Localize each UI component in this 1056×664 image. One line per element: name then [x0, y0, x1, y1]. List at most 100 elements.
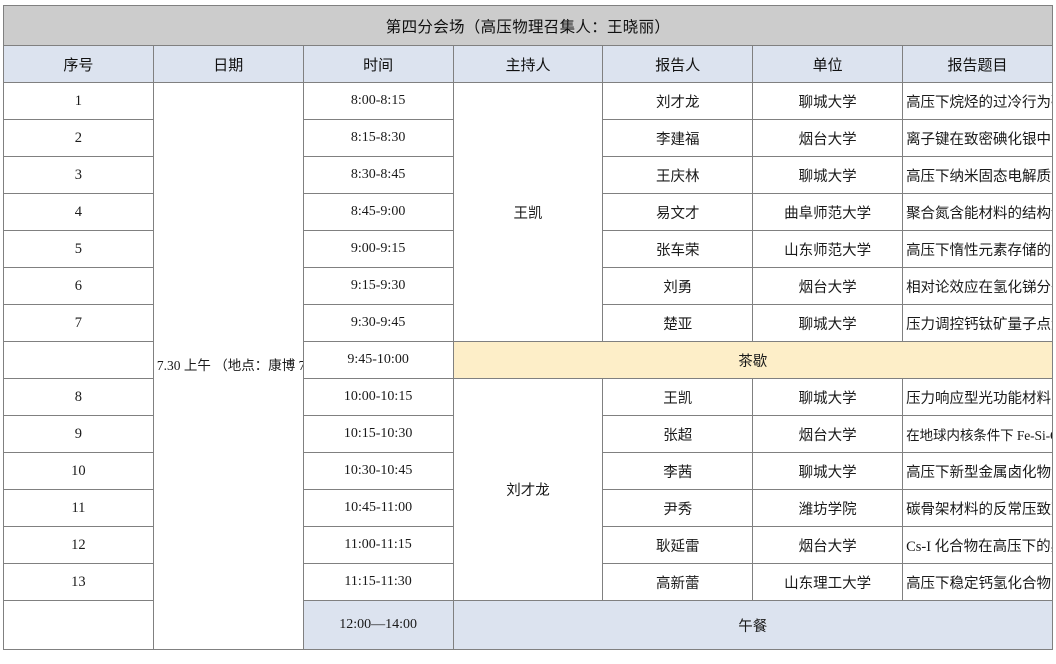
- cell-topic: 高压下新型金属卤化物的构效调控（邀请）: [902, 452, 1053, 490]
- cell-unit: 烟台大学: [752, 526, 904, 564]
- tea-break-row: 9:45-10:00 茶歇: [3, 341, 1054, 379]
- column-header-unit: 单位: [752, 45, 904, 83]
- session-schedule-table: 第四分会场（高压物理召集人：王晓丽） 序号 日期 时间 主持人 报告人 单位 报…: [3, 5, 1054, 650]
- cell-time: 10:00-10:15: [302, 378, 454, 416]
- column-header-index: 序号: [3, 45, 154, 83]
- cell-time: 10:30-10:45: [302, 452, 454, 490]
- cell-index-empty: [3, 600, 154, 650]
- cell-speaker: 张车荣: [602, 230, 754, 268]
- cell-index: 10: [3, 452, 154, 490]
- session-title: 第四分会场（高压物理召集人：王晓丽）: [3, 5, 1053, 46]
- column-header-date: 日期: [152, 45, 304, 83]
- table-row: 6 9:15-9:30 刘勇 烟台大学 相对论效应在氢化锑分子中的研究: [3, 267, 1053, 305]
- cell-index: 4: [3, 193, 154, 231]
- cell-index: 2: [3, 119, 154, 157]
- cell-topic: 高压下惰性元素存储的第一性原理研究（邀请）: [902, 230, 1053, 268]
- cell-time: 10:45-11:00: [302, 489, 454, 527]
- cell-date: 7.30 上午 （地点：康博 7）: [152, 82, 304, 650]
- cell-index: 13: [3, 563, 154, 601]
- cell-index: 7: [3, 304, 154, 342]
- cell-index: 6: [3, 267, 154, 305]
- cell-index-empty: [3, 341, 154, 379]
- cell-time: 11:15-11:30: [302, 563, 454, 601]
- table-row: 4 8:45-9:00 易文才 曲阜师范大学 聚合氮含能材料的结构设计与性能研究…: [3, 193, 1053, 231]
- table-row: 13 11:15-11:30 高新蕾 山东理工大学 高压下稳定钙氢化合物的第一性…: [3, 563, 1053, 601]
- cell-tea-time: 9:45-10:00: [302, 341, 454, 379]
- cell-unit: 聊城大学: [752, 452, 904, 490]
- table-row: 2 8:15-8:30 李建福 烟台大学 离子键在致密碘化银中的演化（邀请）: [3, 119, 1053, 157]
- cell-unit: 潍坊学院: [752, 489, 904, 527]
- cell-index: 12: [3, 526, 154, 564]
- cell-topic: 在地球内核条件下 Fe-Si-O 体系基于机器学习势函数的分子动力学模拟（邀请）: [902, 415, 1053, 453]
- cell-index: 9: [3, 415, 154, 453]
- cell-topic: 高压下纳米固态电解质 BaZrO3 中的负电容效应（邀请）: [902, 156, 1053, 194]
- cell-unit: 曲阜师范大学: [752, 193, 904, 231]
- table-row: 7 9:30-9:45 楚亚 聊城大学 压力调控钙钛矿量子点激发态动力学研究: [3, 304, 1053, 342]
- table-row: 8 10:00-10:15 刘才龙 王凯 聊城大学 压力响应型光功能材料的探索与…: [3, 378, 1053, 601]
- column-header-host: 主持人: [452, 45, 604, 83]
- cell-speaker: 高新蕾: [602, 563, 754, 601]
- cell-speaker: 尹秀: [602, 489, 754, 527]
- cell-topic: Cs-I 化合物在高压下的异常分解行为: [902, 526, 1053, 564]
- column-header-time: 时间: [302, 45, 454, 83]
- cell-index: 3: [3, 156, 154, 194]
- cell-speaker: 王庆林: [602, 156, 754, 194]
- cell-time: 8:45-9:00: [302, 193, 454, 231]
- cell-speaker: 刘勇: [602, 267, 754, 305]
- column-header-row: 序号 日期 时间 主持人 报告人 单位 报告题目: [3, 45, 1053, 83]
- table-row: 5 9:00-9:15 张车荣 山东师范大学 高压下惰性元素存储的第一性原理研究…: [3, 230, 1053, 268]
- cell-time: 9:30-9:45: [302, 304, 454, 342]
- cell-time: 8:30-8:45: [302, 156, 454, 194]
- table-body: 1 7.30 上午 （地点：康博 7） 8:00-8:15 王凯 刘才龙 聊城大…: [3, 82, 1054, 650]
- cell-speaker: 李建福: [602, 119, 754, 157]
- cell-index: 8: [3, 378, 154, 416]
- cell-speaker: 耿延雷: [602, 526, 754, 564]
- column-header-topic: 报告题目: [902, 45, 1053, 83]
- cell-topic: 碳骨架材料的反常压致荧光响应行为的研究: [902, 489, 1053, 527]
- cell-time: 8:15-8:30: [302, 119, 454, 157]
- cell-unit: 山东师范大学: [752, 230, 904, 268]
- cell-topic: 高压下烷烃的过冷行为研究（邀请）: [902, 82, 1053, 120]
- cell-speaker: 张超: [602, 415, 754, 453]
- cell-speaker: 楚亚: [602, 304, 754, 342]
- lunch-row: 12:00—14:00 午餐: [3, 600, 1054, 650]
- cell-speaker: 易文才: [602, 193, 754, 231]
- cell-time: 10:15-10:30: [302, 415, 454, 453]
- table-row: 9 10:15-10:30 张超 烟台大学 在地球内核条件下 Fe-Si-O 体…: [3, 415, 1053, 453]
- cell-lunch-time: 12:00—14:00: [302, 600, 454, 650]
- cell-index: 11: [3, 489, 154, 527]
- table-row: 3 8:30-8:45 王庆林 聊城大学 高压下纳米固态电解质 BaZrO3 中…: [3, 156, 1053, 194]
- cell-unit: 聊城大学: [752, 378, 904, 416]
- cell-host: 刘才龙: [452, 378, 604, 601]
- cell-host: 王凯: [452, 82, 604, 342]
- table-row: 10 10:30-10:45 李茜 聊城大学 高压下新型金属卤化物的构效调控（邀…: [3, 452, 1053, 490]
- cell-index: 5: [3, 230, 154, 268]
- cell-time: 11:00-11:15: [302, 526, 454, 564]
- cell-topic: 聚合氮含能材料的结构设计与性能研究（邀请）: [902, 193, 1053, 231]
- cell-index: 1: [3, 82, 154, 120]
- cell-topic: 高压下稳定钙氢化合物的第一性原理研究: [902, 563, 1053, 601]
- table-head: 第四分会场（高压物理召集人：王晓丽） 序号 日期 时间 主持人 报告人 单位 报…: [3, 5, 1053, 83]
- cell-topic: 压力响应型光功能材料的探索与机理研究（邀请）: [902, 378, 1053, 416]
- cell-unit: 烟台大学: [752, 119, 904, 157]
- column-header-speaker: 报告人: [602, 45, 754, 83]
- cell-tea-label: 茶歇: [452, 341, 1054, 379]
- cell-unit: 烟台大学: [752, 267, 904, 305]
- cell-unit: 聊城大学: [752, 82, 904, 120]
- session-title-row: 第四分会场（高压物理召集人：王晓丽）: [3, 5, 1053, 46]
- cell-speaker: 刘才龙: [602, 82, 754, 120]
- cell-speaker: 王凯: [602, 378, 754, 416]
- cell-unit: 烟台大学: [752, 415, 904, 453]
- cell-topic: 离子键在致密碘化银中的演化（邀请）: [902, 119, 1053, 157]
- cell-time: 9:00-9:15: [302, 230, 454, 268]
- cell-speaker: 李茜: [602, 452, 754, 490]
- cell-topic: 压力调控钙钛矿量子点激发态动力学研究: [902, 304, 1053, 342]
- cell-unit: 山东理工大学: [752, 563, 904, 601]
- table-row: 11 10:45-11:00 尹秀 潍坊学院 碳骨架材料的反常压致荧光响应行为的…: [3, 489, 1053, 527]
- cell-lunch-label: 午餐: [452, 600, 1054, 650]
- cell-unit: 聊城大学: [752, 304, 904, 342]
- cell-unit: 聊城大学: [752, 156, 904, 194]
- cell-time: 9:15-9:30: [302, 267, 454, 305]
- cell-time: 8:00-8:15: [302, 82, 454, 120]
